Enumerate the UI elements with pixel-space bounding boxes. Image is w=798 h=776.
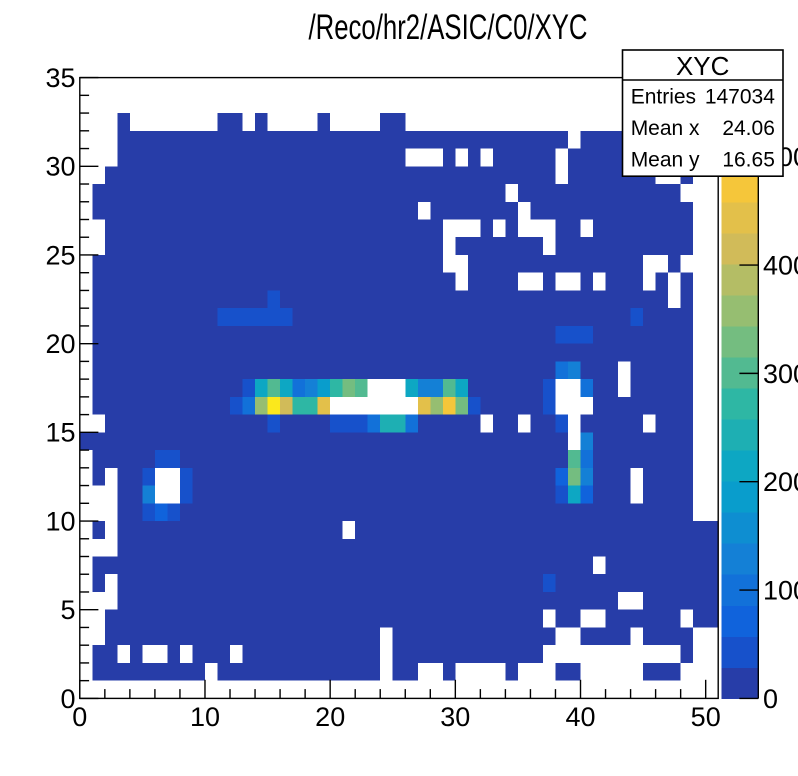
svg-text:30: 30 — [45, 152, 75, 182]
svg-text:Entries: Entries — [631, 86, 702, 109]
svg-text:35: 35 — [45, 63, 75, 93]
svg-text:0: 0 — [763, 684, 778, 714]
svg-text:40: 40 — [565, 702, 595, 732]
svg-text:XYC: XYC — [676, 51, 729, 81]
svg-text:10: 10 — [45, 506, 75, 536]
svg-text:400: 400 — [763, 250, 798, 280]
svg-text:16.65: 16.65 — [722, 149, 775, 172]
svg-text:20: 20 — [45, 329, 75, 359]
svg-text:0: 0 — [60, 684, 75, 714]
svg-text:30: 30 — [440, 702, 470, 732]
svg-text:Mean y: Mean y — [631, 149, 700, 172]
svg-text:25: 25 — [45, 240, 75, 270]
svg-text:Mean x: Mean x — [631, 117, 700, 140]
svg-text:100: 100 — [763, 576, 798, 606]
svg-text:147034: 147034 — [705, 86, 775, 109]
svg-text:20: 20 — [315, 702, 345, 732]
svg-text:15: 15 — [45, 418, 75, 448]
svg-text:300: 300 — [763, 359, 798, 389]
svg-text:10: 10 — [190, 702, 220, 732]
svg-text:/Reco/hr2/ASIC/C0/XYC: /Reco/hr2/ASIC/C0/XYC — [309, 8, 588, 47]
svg-text:50: 50 — [691, 702, 721, 732]
svg-text:0: 0 — [72, 702, 87, 732]
svg-text:24.06: 24.06 — [722, 117, 775, 140]
svg-text:5: 5 — [60, 595, 75, 625]
svg-text:200: 200 — [763, 467, 798, 497]
